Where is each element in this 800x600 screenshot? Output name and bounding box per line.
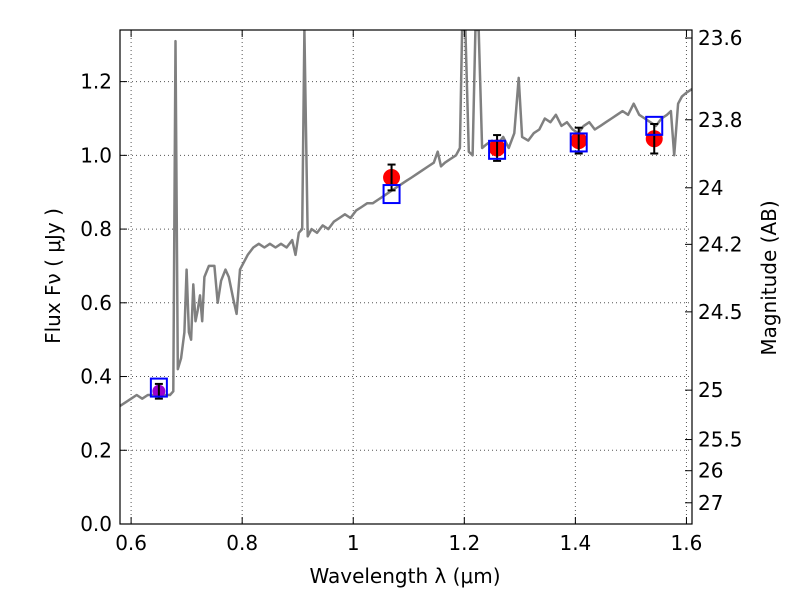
y2-tick-label: 23.6	[698, 26, 743, 50]
y2-axis-label: Magnitude (AB)	[757, 200, 781, 355]
y2-tick-label: 25	[698, 378, 723, 402]
model-square	[382, 184, 401, 205]
model-square	[645, 115, 664, 136]
y-tick-label: 0.4	[80, 365, 112, 389]
y2-tick-label: 24.5	[698, 300, 743, 324]
y-tick-label: 1.2	[80, 70, 112, 94]
model-square	[569, 132, 588, 153]
y2-tick-label: 24.2	[698, 232, 743, 256]
y2-tick-label: 27	[698, 491, 723, 515]
template-spectrum-line	[120, 30, 692, 408]
axis-ticks: 0.6 0.8 1 1.2 1.4 1.6 0.0 0.2 0.4 0.6 0.8 1.0 1.2 23.…	[80, 26, 742, 555]
x-tick-label: 0.8	[226, 531, 258, 555]
x-axis-label: Wavelength λ (μm)	[309, 564, 500, 588]
y-tick-label: 1.0	[80, 143, 112, 167]
y2-tick-label: 24	[698, 176, 723, 200]
y-tick-label: 0.6	[80, 291, 112, 315]
spectrum-layer	[120, 30, 692, 408]
marker-layer	[149, 115, 664, 400]
y2-tick-label: 25.5	[698, 428, 743, 452]
x-tick-label: 1	[347, 531, 360, 555]
x-tick-label: 1.4	[559, 531, 591, 555]
y-tick-label: 0.8	[80, 217, 112, 241]
y2-tick-label: 26	[698, 459, 723, 483]
model-square	[149, 377, 168, 398]
y-axis-label: Flux Fν ( μJy )	[41, 208, 65, 344]
model-square	[488, 139, 507, 160]
y-tick-label: 0.2	[80, 438, 112, 462]
x-tick-label: 0.6	[115, 531, 147, 555]
y-tick-label: 0.0	[80, 512, 112, 536]
x-tick-label: 1.6	[671, 531, 703, 555]
y2-tick-label: 23.8	[698, 108, 743, 132]
plot-frame	[119, 29, 693, 525]
x-tick-label: 1.2	[448, 531, 480, 555]
